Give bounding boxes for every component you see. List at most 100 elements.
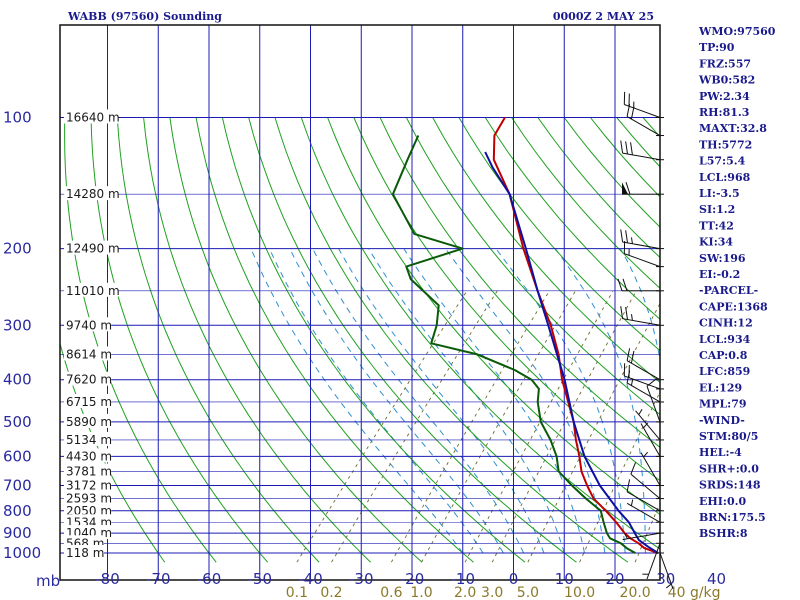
wind-barb-staff bbox=[646, 543, 661, 580]
dry-adiabat bbox=[116, 117, 320, 563]
temperature-tick-label: -70 bbox=[146, 570, 171, 588]
plot-background bbox=[60, 25, 660, 580]
height-labels: 16640 m 14280 m 12490 m 11010 m 9740 m 8614 m… bbox=[64, 109, 120, 560]
index-entry: MPL:79 bbox=[699, 398, 747, 411]
temperature-tick-label: -60 bbox=[197, 570, 222, 588]
height-label-bg bbox=[64, 477, 112, 492]
pressure-tick-label: 1000 bbox=[3, 544, 41, 562]
temperature-tick-label: -50 bbox=[248, 570, 273, 588]
temperature-profile bbox=[492, 116, 659, 554]
dry-adiabat bbox=[484, 117, 660, 320]
temperature-tick-label: 20 bbox=[605, 570, 624, 588]
index-entry: FRZ:557 bbox=[699, 57, 751, 70]
parcel-profile bbox=[484, 151, 659, 554]
stability-indices: WMO:97560 TP:90 FRZ:557 WB0:582 PW:2.34 RH:81… bbox=[698, 25, 776, 540]
dry-adiabat bbox=[90, 117, 269, 563]
pressure-tick-label: 300 bbox=[3, 316, 32, 334]
index-entry: SI:1.2 bbox=[699, 203, 735, 216]
dry-adiabat bbox=[195, 117, 474, 563]
wind-barb-staff bbox=[624, 104, 661, 118]
temperature-tick-label: 40 bbox=[707, 570, 726, 588]
height-label-bg bbox=[64, 490, 112, 505]
wind-barb-staff bbox=[626, 360, 661, 381]
mixing-ratio-label: 0.1 bbox=[286, 585, 308, 600]
wind-barb-full bbox=[626, 104, 631, 117]
wind-barb-staff bbox=[622, 152, 661, 161]
wind-barb-staff bbox=[622, 532, 661, 541]
height-label: 2593 m bbox=[66, 492, 112, 506]
dry-adiabat bbox=[379, 117, 660, 448]
dry-adiabats bbox=[60, 117, 800, 563]
temperature-tick-label: -80 bbox=[95, 570, 120, 588]
height-label: 5134 m bbox=[66, 433, 112, 447]
index-entry: EHI:0.0 bbox=[699, 495, 746, 508]
temperature-tick-label: 10 bbox=[555, 570, 574, 588]
wind-barb-full bbox=[626, 479, 631, 492]
index-entry: -PARCEL- bbox=[699, 284, 758, 297]
pressure-tick-label: 900 bbox=[3, 524, 32, 542]
wind-barb-staff bbox=[640, 452, 661, 486]
title-right: 0000Z 2 MAY 25 bbox=[553, 10, 654, 23]
mixing-ratio-label: 0.2 bbox=[320, 585, 342, 600]
index-entry: CAP:0.8 bbox=[699, 349, 748, 362]
height-label-bg bbox=[64, 393, 112, 408]
wind-barb-staff bbox=[626, 502, 661, 523]
isobar-isotherm-grid bbox=[60, 25, 660, 580]
dry-adiabat bbox=[274, 117, 629, 563]
wind-barb-full bbox=[630, 106, 635, 120]
wind-barb-full bbox=[617, 278, 623, 291]
wind-barb-staff bbox=[640, 423, 661, 457]
dry-adiabat bbox=[221, 117, 526, 563]
height-label-bg bbox=[64, 282, 119, 297]
height-label: 12490 m bbox=[66, 242, 120, 256]
temperature-tick-label: -20 bbox=[400, 570, 425, 588]
height-label: 118 m bbox=[66, 546, 104, 560]
mixing-ratio-label: 2.0 bbox=[454, 585, 476, 600]
height-label-bg bbox=[64, 413, 112, 428]
height-label: 11010 m bbox=[66, 284, 120, 298]
index-entry: WMO:97560 bbox=[698, 25, 776, 38]
wind-barb-staff bbox=[624, 375, 661, 390]
height-label: 6715 m bbox=[66, 395, 112, 409]
mixing-ratio-labels: 0.1 0.2 0.6 1.0 2.0 3.0 5.0 10.0 20.0 40 g/kg bbox=[286, 585, 721, 600]
wind-barb-staff bbox=[622, 318, 661, 326]
index-entry: HEL:-4 bbox=[699, 446, 742, 459]
height-label: 4430 m bbox=[66, 449, 112, 463]
wind-barb-full bbox=[620, 140, 624, 154]
height-label-bg bbox=[64, 240, 119, 255]
height-label-bg bbox=[64, 448, 112, 463]
wind-barb-full bbox=[626, 370, 631, 384]
temperature-tick-label: 0 bbox=[509, 570, 519, 588]
wind-barb-full bbox=[620, 229, 624, 243]
height-label: 5890 m bbox=[66, 415, 112, 429]
dry-adiabat bbox=[60, 341, 166, 563]
dry-adiabat bbox=[748, 118, 800, 563]
wind-barb-full bbox=[620, 306, 624, 319]
height-label-bg bbox=[64, 371, 112, 386]
wind-barb-full bbox=[630, 462, 637, 475]
height-label-bg bbox=[64, 186, 119, 201]
moist-adiabat bbox=[554, 248, 646, 554]
wind-barb-staff bbox=[626, 491, 661, 512]
dewpoint-profile bbox=[391, 135, 636, 554]
wind-barb-staff bbox=[646, 386, 661, 423]
pressure-tick-label: 500 bbox=[3, 413, 32, 431]
wind-barb-full bbox=[625, 230, 628, 243]
dry-adiabat bbox=[64, 117, 217, 563]
wind-barb-half bbox=[643, 422, 649, 429]
wind-barb-staff bbox=[626, 116, 661, 136]
wind-barb-full bbox=[625, 141, 628, 155]
height-label-bg bbox=[64, 545, 104, 559]
index-entry: STM:80/5 bbox=[699, 430, 758, 443]
wind-barb-half bbox=[631, 237, 633, 244]
wind-barb-half bbox=[631, 314, 633, 321]
mixing-ratio-line bbox=[527, 302, 660, 563]
height-label-bg bbox=[64, 109, 119, 124]
wind-barb-full bbox=[646, 377, 658, 387]
wind-barb-full bbox=[626, 348, 631, 361]
wind-barb-half bbox=[643, 451, 649, 458]
index-entry: KI:34 bbox=[699, 236, 733, 249]
pressure-tick-label: 800 bbox=[3, 502, 32, 520]
pressure-tick-label: 100 bbox=[3, 109, 32, 127]
wind-barbs bbox=[617, 25, 674, 589]
